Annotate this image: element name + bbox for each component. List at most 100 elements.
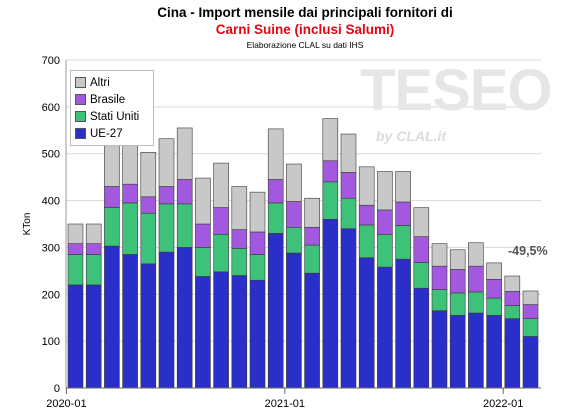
y-tick-label: 700 bbox=[42, 55, 60, 67]
bar-segment bbox=[267, 179, 284, 204]
bar-segment bbox=[377, 266, 393, 389]
bar-segment bbox=[195, 276, 211, 389]
bar-segment bbox=[522, 304, 539, 319]
watermark: TESEO bbox=[360, 58, 553, 123]
bar-segment bbox=[286, 226, 302, 254]
bar-segment bbox=[340, 228, 357, 389]
bar-segment bbox=[395, 201, 411, 226]
bars-layer bbox=[67, 118, 539, 389]
x-tick-label: 2022-01 bbox=[483, 398, 523, 410]
bar-segment bbox=[340, 133, 357, 173]
bar-segment bbox=[504, 291, 521, 306]
bar-segment bbox=[304, 272, 320, 389]
bar-segment bbox=[431, 310, 448, 389]
bar-segment bbox=[213, 271, 229, 389]
bar-segment bbox=[122, 143, 138, 185]
y-tick-label: 600 bbox=[42, 102, 60, 114]
bar-segment bbox=[413, 207, 430, 237]
bar-segment bbox=[468, 242, 484, 267]
bar-segment bbox=[213, 207, 229, 235]
bar-segment bbox=[213, 162, 229, 208]
bar-segment bbox=[85, 243, 102, 255]
x-tick-label: 2021-01 bbox=[265, 398, 305, 410]
bar-segment bbox=[67, 284, 84, 389]
bar-segment bbox=[413, 287, 430, 389]
bar-segment bbox=[195, 247, 211, 277]
bar-segment bbox=[286, 163, 302, 202]
legend-item-ue27: UE-27 bbox=[75, 125, 149, 142]
bar-segment bbox=[522, 336, 539, 389]
bar-segment bbox=[231, 248, 248, 276]
y-tick-label: 200 bbox=[42, 289, 60, 301]
legend-swatch-ue27 bbox=[75, 128, 86, 139]
bar-segment bbox=[377, 209, 393, 235]
bar-segment bbox=[486, 278, 502, 299]
bar-segment bbox=[449, 249, 466, 270]
bar-segment bbox=[468, 312, 484, 389]
bar-segment bbox=[413, 262, 430, 289]
bar-segment bbox=[322, 219, 339, 389]
bar-segment bbox=[340, 197, 357, 229]
watermark-sub: by CLAL.it bbox=[376, 128, 446, 144]
bar-segment bbox=[468, 291, 484, 314]
bar-segment bbox=[140, 212, 157, 265]
axis-layer: 0 100 200 300 400 500 600 700 KTon 2020-01 2021-01… bbox=[22, 55, 541, 410]
bar-segment bbox=[431, 243, 448, 267]
chart-title-product: Carni Suine (inclusi Salumi) bbox=[215, 22, 395, 37]
bar-segment bbox=[176, 247, 193, 389]
bar-segment bbox=[176, 203, 193, 248]
legend-item-stati-uniti: Stati Uniti bbox=[75, 108, 149, 125]
bar-segment bbox=[486, 262, 502, 280]
chart-subtitle: Elaborazione CLAL su dati IHS bbox=[246, 40, 364, 50]
y-tick-label: 500 bbox=[42, 149, 60, 161]
bar-segment bbox=[449, 269, 466, 294]
bar-segment bbox=[304, 197, 320, 228]
bar-segment bbox=[340, 172, 357, 199]
bar-segment bbox=[67, 254, 84, 286]
bar-segment bbox=[176, 127, 193, 180]
y-tick-label: 100 bbox=[42, 336, 60, 348]
bar-segment bbox=[158, 138, 175, 187]
bar-segment bbox=[449, 292, 466, 316]
bar-segment bbox=[286, 252, 302, 389]
bar-segment bbox=[140, 263, 157, 389]
bar-segment bbox=[249, 191, 266, 233]
bar-segment bbox=[358, 224, 375, 259]
legend-label-altri: Altri bbox=[90, 76, 110, 89]
bar-segment bbox=[395, 225, 411, 260]
bar-segment bbox=[249, 254, 266, 281]
chart-title: Cina - Import mensile dai principali for… bbox=[157, 5, 453, 20]
bar-segment bbox=[267, 233, 284, 389]
bar-segment bbox=[195, 223, 211, 248]
bar-segment bbox=[322, 118, 339, 162]
bar-segment bbox=[249, 231, 266, 255]
bar-segment bbox=[67, 223, 84, 244]
legend-swatch-altri bbox=[75, 77, 86, 88]
bar-segment bbox=[486, 315, 502, 389]
bar-segment bbox=[104, 245, 120, 389]
bar-segment bbox=[267, 202, 284, 234]
bar-segment bbox=[304, 244, 320, 274]
change-annotation: -49,5% bbox=[508, 244, 548, 258]
bar-segment bbox=[176, 179, 193, 205]
legend-item-altri: Altri bbox=[75, 74, 149, 91]
bar-segment bbox=[122, 202, 138, 255]
y-tick-label: 400 bbox=[42, 196, 60, 208]
bar-segment bbox=[140, 152, 157, 198]
bar-segment bbox=[286, 201, 302, 228]
legend-label-stati-uniti: Stati Uniti bbox=[90, 110, 140, 123]
bar-segment bbox=[67, 243, 84, 255]
bar-segment bbox=[158, 251, 175, 389]
bar-segment bbox=[85, 223, 102, 244]
bar-segment bbox=[104, 207, 120, 247]
bar-segment bbox=[377, 171, 393, 211]
bar-segment bbox=[304, 226, 320, 246]
bar-segment bbox=[85, 254, 102, 286]
bar-segment bbox=[522, 290, 539, 305]
bar-segment bbox=[122, 254, 138, 389]
bar-segment bbox=[322, 181, 339, 220]
bar-segment bbox=[158, 186, 175, 205]
bar-segment bbox=[140, 196, 157, 214]
legend-item-brasile: Brasile bbox=[75, 91, 149, 108]
